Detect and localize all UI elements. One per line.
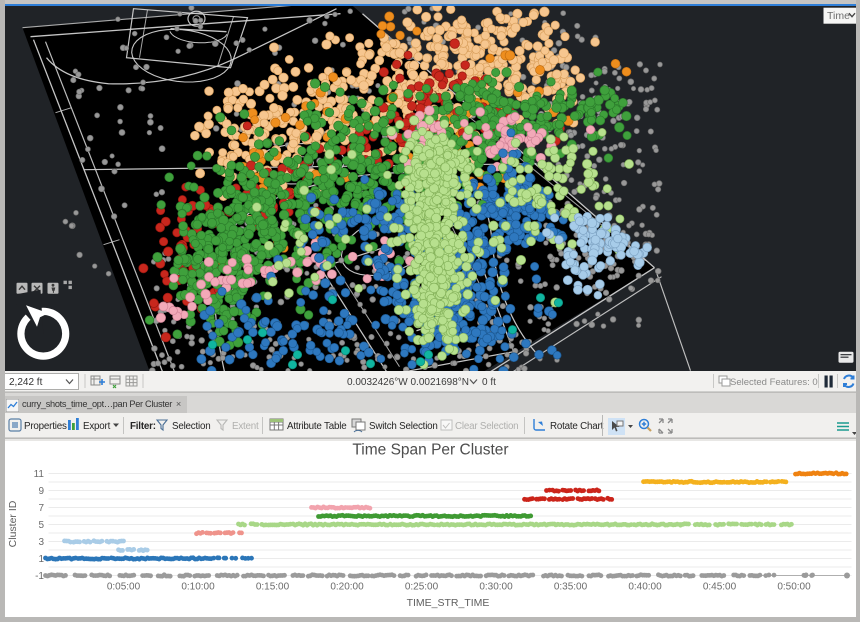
svg-text:Selected Features: 0: Selected Features: 0 xyxy=(730,377,818,388)
svg-text:Rotate Chart: Rotate Chart xyxy=(550,421,604,432)
svg-text:Properties: Properties xyxy=(24,421,67,432)
svg-text:Time: Time xyxy=(827,11,850,23)
svg-text:Switch Selection: Switch Selection xyxy=(369,421,438,432)
svg-text:Attribute Table: Attribute Table xyxy=(287,421,347,432)
svg-text:Extent: Extent xyxy=(232,421,259,432)
svg-text:Export: Export xyxy=(83,421,111,432)
svg-text:Selection: Selection xyxy=(172,421,211,432)
svg-text:0 ft: 0 ft xyxy=(482,377,496,388)
svg-text:0.0032426°W 0.0021698°N: 0.0032426°W 0.0021698°N xyxy=(347,377,469,388)
svg-text:2,242 ft: 2,242 ft xyxy=(9,377,43,388)
svg-text:Clear Selection: Clear Selection xyxy=(455,421,518,432)
svg-text:Filter:: Filter: xyxy=(130,421,156,432)
